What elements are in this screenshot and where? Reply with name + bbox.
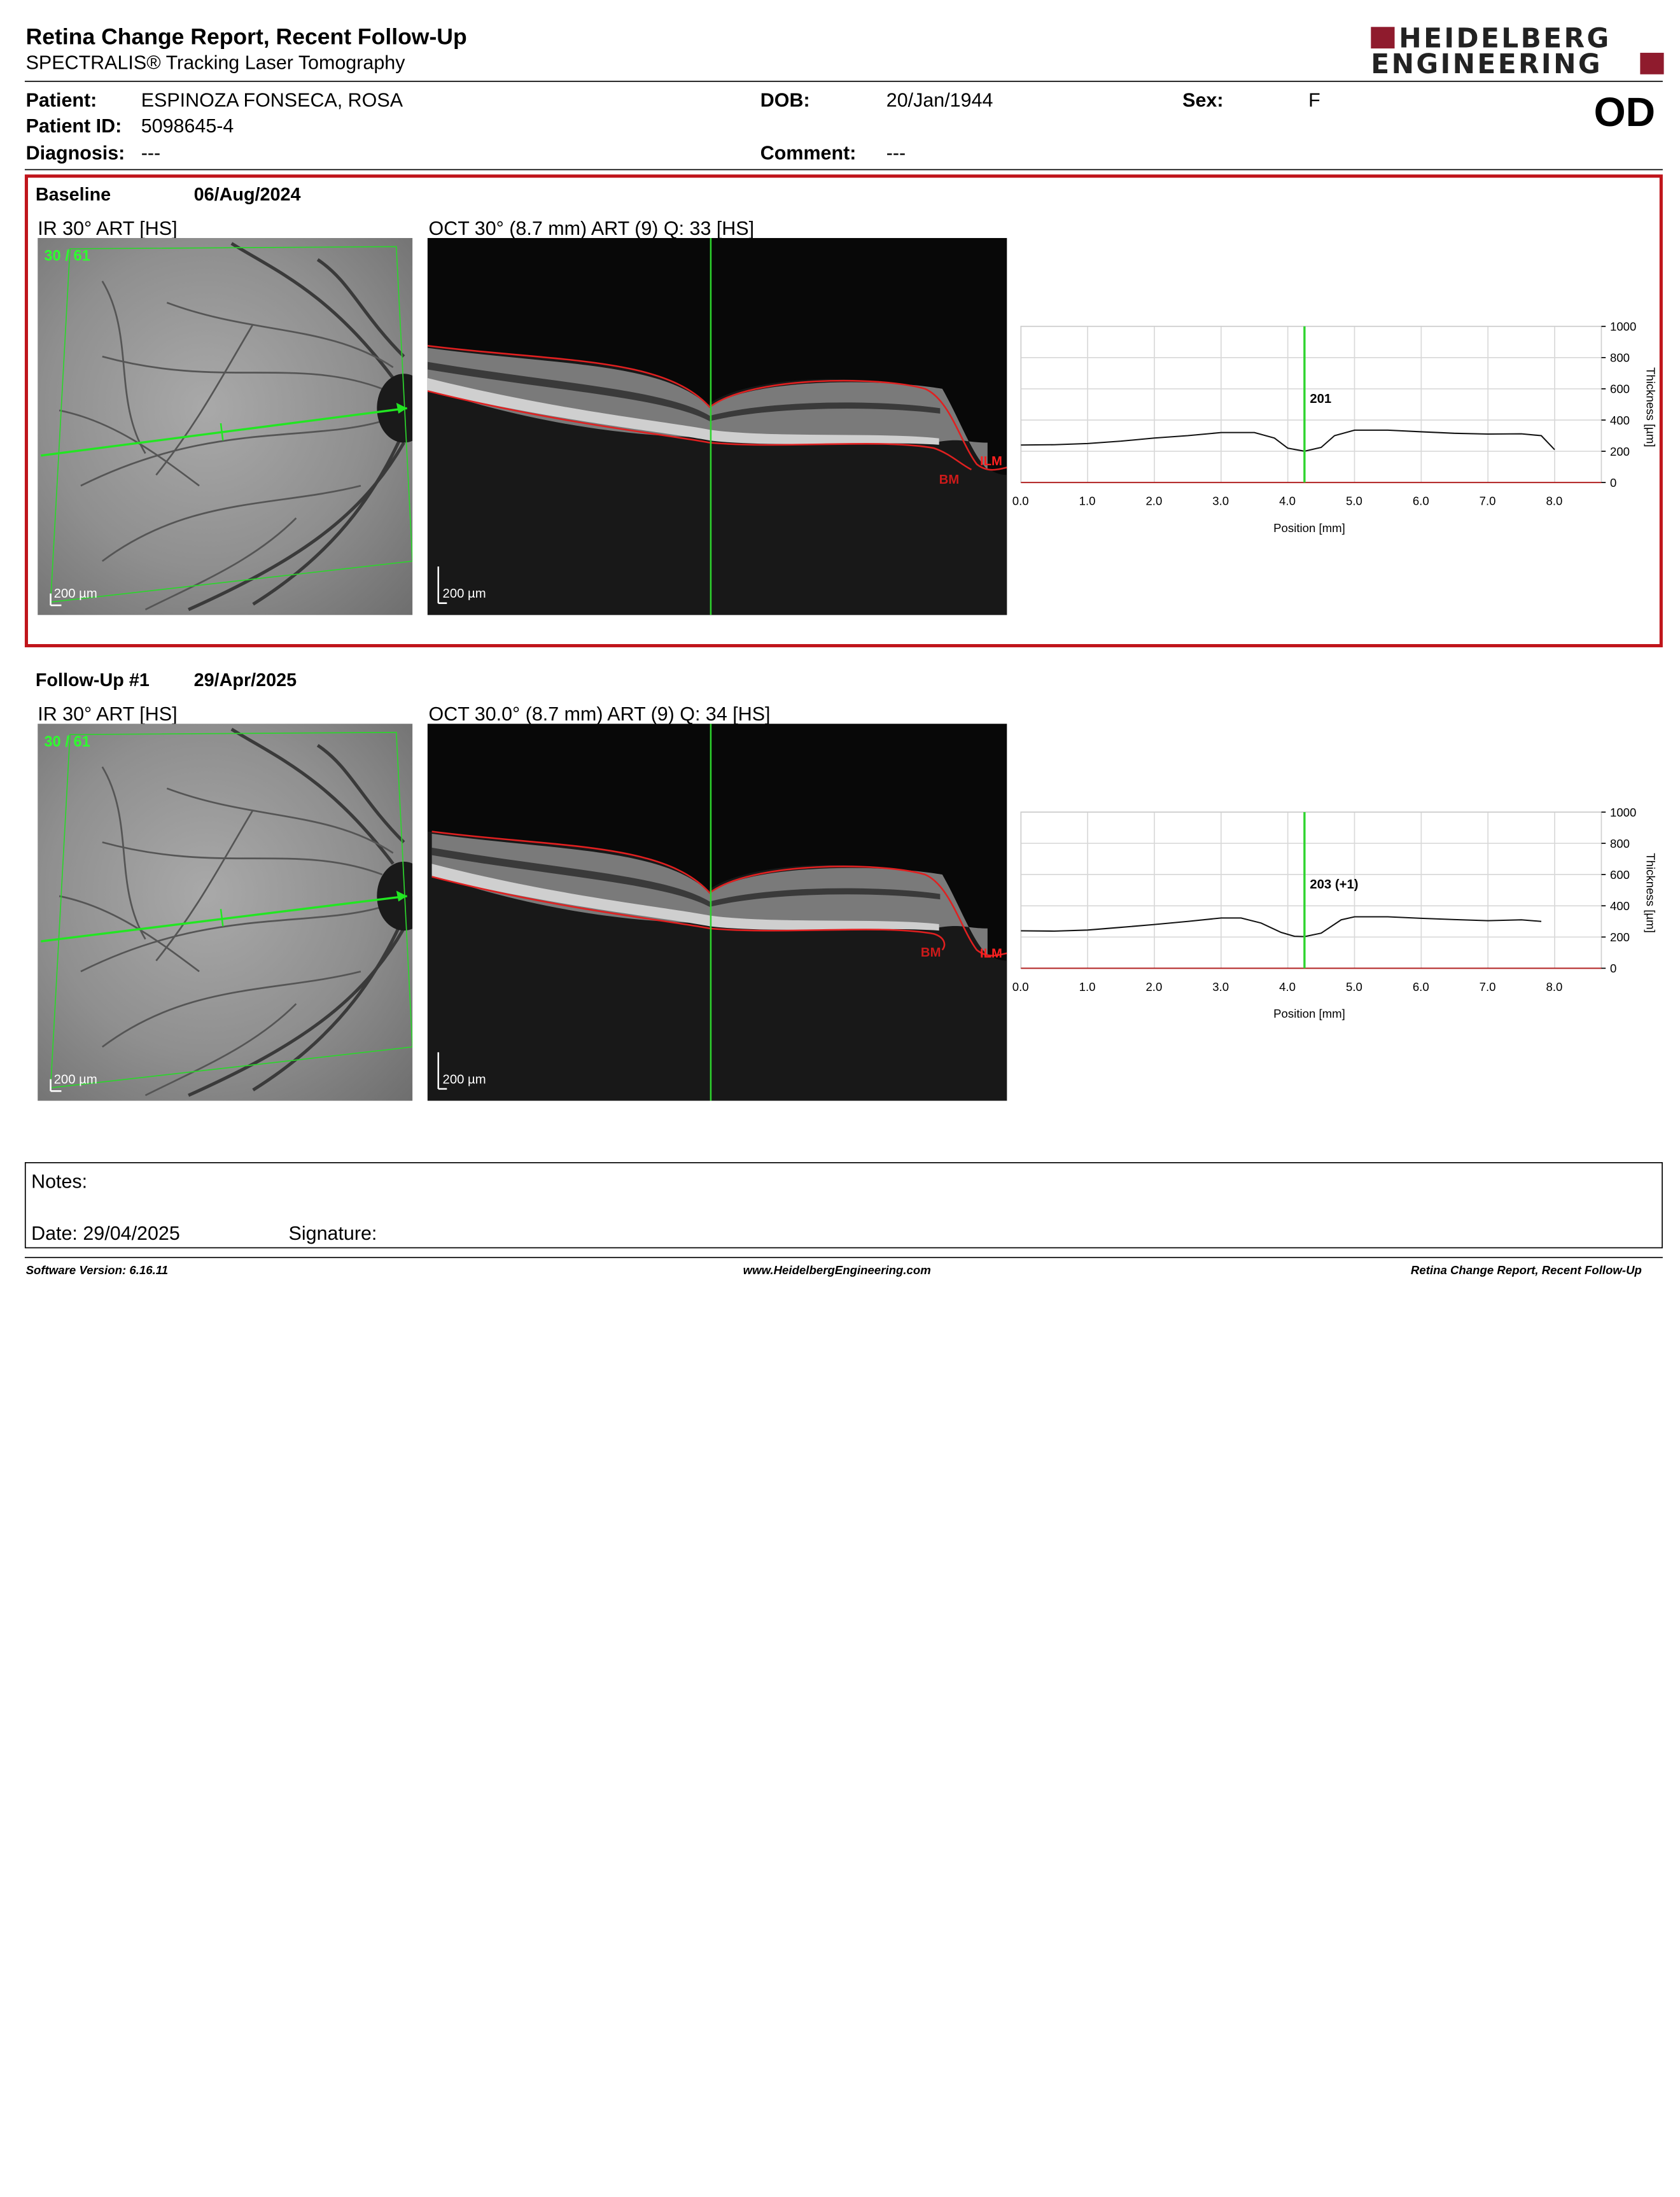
baseline-oct-caption: OCT 30° (8.7 mm) ART (9) Q: 33 [HS] (428, 217, 755, 239)
patient-id-label: Patient ID: (25, 115, 122, 137)
baseline-y-tick-label: 1000 (1610, 320, 1636, 333)
date-label: Date: 29/04/2025 (31, 1222, 180, 1244)
signature-label: Signature: (288, 1222, 377, 1244)
footer-divider (24, 1256, 1663, 1258)
report-subtitle: SPECTRALIS® Tracking Laser Tomography (25, 52, 405, 74)
baseline-slice-fraction: 30 / 61 (44, 246, 90, 264)
followup-x-tick-label: 7.0 (1480, 980, 1496, 993)
comment-label: Comment: (760, 142, 857, 164)
followup-oct-caption: OCT 30.0° (8.7 mm) ART (9) Q: 34 [HS] (428, 703, 771, 725)
followup-ir-scale-label: 200 µm (53, 1071, 97, 1087)
baseline-y-tick-label: 200 (1610, 445, 1630, 458)
baseline-x-tick-label: 6.0 (1413, 495, 1429, 508)
patient-label: Patient: (25, 89, 97, 111)
baseline-ir-fundus-image[interactable]: 30 / 61 200 µm (38, 237, 413, 615)
baseline-x-tick-label: 4.0 (1279, 495, 1296, 508)
followup-x-tick-label: 6.0 (1413, 980, 1429, 993)
baseline-cursor-readout: 201 (1310, 392, 1331, 406)
baseline-y-tick-label: 600 (1610, 383, 1630, 396)
heidelberg-logo: HEIDELBERG ENGINEERING (1371, 22, 1664, 80)
diagnosis-label: Diagnosis: (25, 142, 125, 164)
followup-ir-caption: IR 30° ART [HS] (38, 703, 178, 725)
baseline-oct-bscan-image[interactable]: BM ILM 200 µm (427, 237, 1007, 615)
baseline-x-axis-label: Position [mm] (1273, 521, 1345, 535)
followup-y-tick-label: 0 (1610, 962, 1616, 975)
comment-value: --- (886, 142, 906, 164)
baseline-y-tick-label: 400 (1610, 414, 1630, 427)
baseline-oct-scale-label: 200 µm (442, 586, 486, 601)
followup-x-tick-label: 2.0 (1145, 980, 1162, 993)
sex-label: Sex: (1182, 89, 1224, 111)
followup-ilm-label: ILM (979, 945, 1002, 961)
followup-label: Follow-Up #1 (35, 670, 150, 691)
baseline-bm-label: BM (939, 472, 960, 487)
software-version: Software Version: 6.16.11 (25, 1264, 169, 1278)
baseline-y-axis-label: Thickness [µm] (1644, 367, 1658, 447)
eye-indicator: OD (1593, 90, 1656, 136)
notes-label: Notes: (31, 1170, 88, 1193)
baseline-x-tick-label: 0.0 (1012, 495, 1029, 508)
followup-ir-fundus-image[interactable]: 30 / 61 200 µm (38, 724, 413, 1101)
baseline-x-tick-label: 1.0 (1079, 495, 1096, 508)
baseline-x-tick-label: 5.0 (1346, 495, 1362, 508)
followup-y-tick-label: 200 (1610, 930, 1630, 944)
baseline-thickness-chart[interactable]: 0.0 1.0 2.0 3.0 4.0 5.0 6.0 7.0 8.0 1000 800 600 400… (1012, 318, 1663, 538)
dob-value: 20/Jan/1944 (886, 89, 993, 111)
diagnosis-value: --- (141, 142, 161, 164)
followup-y-axis-label: Thickness [µm] (1644, 853, 1658, 933)
followup-y-tick-label: 600 (1610, 868, 1630, 881)
followup-x-axis-label: Position [mm] (1273, 1007, 1345, 1020)
followup-y-tick-label: 1000 (1610, 806, 1636, 819)
followup-x-tick-label: 5.0 (1346, 980, 1362, 993)
followup-slice-fraction: 30 / 61 (44, 732, 90, 750)
logo-line-1: HEIDELBERG (1399, 22, 1611, 54)
followup-x-tick-label: 8.0 (1546, 980, 1563, 993)
baseline-x-tick-label: 7.0 (1480, 495, 1496, 508)
website-url: www.HeidelbergEngineering.com (743, 1264, 931, 1278)
notes-box[interactable] (24, 1162, 1663, 1249)
followup-y-tick-label: 400 (1610, 899, 1630, 913)
followup-oct-scale-label: 200 µm (442, 1071, 486, 1087)
baseline-y-tick-label: 800 (1610, 351, 1630, 365)
dob-label: DOB: (760, 89, 810, 111)
logo-line-2: ENGINEERING (1371, 48, 1602, 80)
followup-x-tick-label: 0.0 (1012, 980, 1029, 993)
patient-divider (24, 169, 1663, 171)
patient-name: ESPINOZA FONSECA, ROSA (141, 89, 403, 111)
baseline-y-tick-label: 0 (1610, 476, 1616, 489)
baseline-x-tick-label: 2.0 (1145, 495, 1162, 508)
baseline-x-tick-label: 8.0 (1546, 495, 1563, 508)
followup-x-tick-label: 4.0 (1279, 980, 1296, 993)
baseline-date: 06/Aug/2024 (193, 184, 301, 205)
sex-value: F (1308, 89, 1320, 111)
followup-thickness-line (1021, 916, 1542, 937)
patient-id: 5098645-4 (141, 115, 234, 137)
followup-oct-bscan-image[interactable]: BM ILM 200 µm (427, 724, 1007, 1101)
followup-x-tick-label: 1.0 (1079, 980, 1096, 993)
baseline-ir-caption: IR 30° ART [HS] (38, 217, 178, 239)
followup-cursor-readout: 203 (+1) (1310, 878, 1358, 892)
baseline-ir-scale-label: 200 µm (53, 586, 97, 601)
baseline-highlight-box (24, 174, 1663, 648)
followup-y-tick-label: 800 (1610, 837, 1630, 850)
baseline-ilm-label: ILM (979, 453, 1002, 469)
report-title: Retina Change Report, Recent Follow-Up (25, 24, 467, 50)
footer-report-name: Retina Change Report, Recent Follow-Up (1410, 1264, 1642, 1278)
followup-date: 29/Apr/2025 (193, 670, 297, 691)
followup-thickness-chart[interactable]: 0.0 1.0 2.0 3.0 4.0 5.0 6.0 7.0 8.0 1000 800 600 400… (1012, 803, 1663, 1024)
header-divider (24, 80, 1663, 82)
baseline-label: Baseline (35, 184, 111, 205)
followup-bm-label: BM (920, 944, 941, 960)
followup-x-tick-label: 3.0 (1212, 980, 1229, 993)
baseline-x-tick-label: 3.0 (1212, 495, 1229, 508)
